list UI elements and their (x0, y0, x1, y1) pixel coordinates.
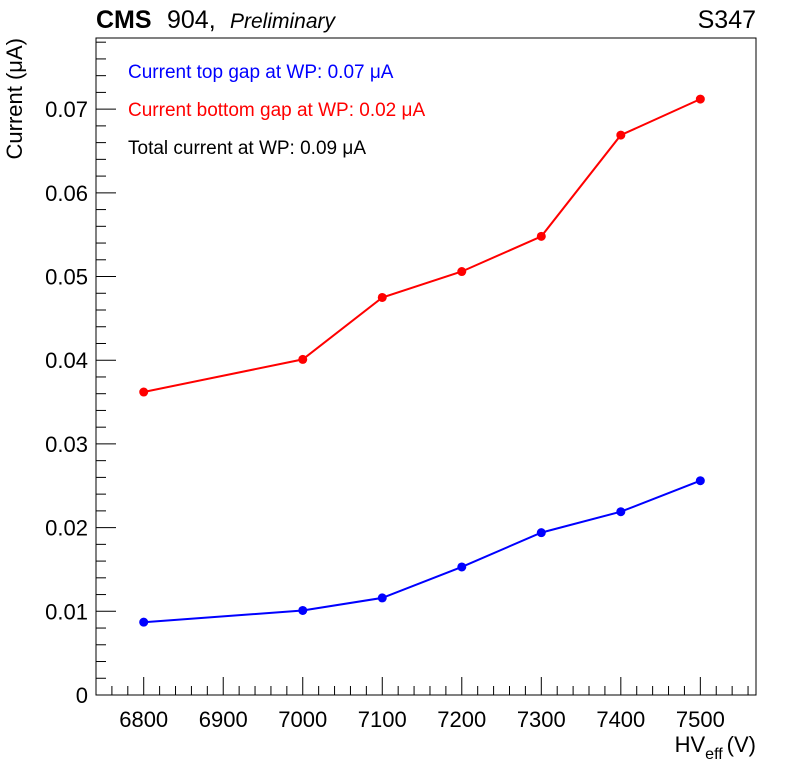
data-point-top (298, 605, 308, 615)
data-point-bottom (457, 267, 467, 277)
x-tick-label: 7500 (676, 707, 725, 732)
data-point-top (457, 562, 467, 572)
series-line-top (143, 479, 701, 624)
x-tick-label: 6900 (199, 707, 248, 732)
y-tick-label: 0.04 (45, 348, 88, 373)
data-point-bottom (695, 94, 705, 104)
y-tick-label: 0.07 (45, 97, 88, 122)
plot-frame (95, 37, 757, 696)
data-point-bottom (377, 292, 387, 302)
x-tick-label: 7200 (437, 707, 486, 732)
legend-entry: Current bottom gap at WP: 0.02 μA (128, 100, 425, 121)
header-site: 904, (167, 6, 216, 34)
legend: Current top gap at WP: 0.07 μA Current bo… (128, 62, 425, 159)
x-tick-label: 7100 (358, 707, 407, 732)
x-tick-label: 7000 (278, 707, 327, 732)
y-tick-label: 0.02 (45, 516, 88, 541)
header: CMS 904, Preliminary S347 (96, 6, 756, 34)
x-axis-title-sub: eff (705, 746, 723, 763)
data-point-top (139, 617, 149, 627)
y-axis-title: Current (μA) (2, 38, 27, 159)
x-axis-title-main: HV (675, 732, 706, 757)
y-tick-label: 0 (76, 683, 88, 708)
data-point-bottom (298, 354, 308, 364)
x-axis-title: HVeff (V) (675, 732, 756, 763)
data-point-bottom (616, 130, 626, 140)
header-chamber: S347 (698, 6, 756, 34)
x-axis-title-unit: (V) (727, 732, 756, 757)
legend-entry: Total current at WP: 0.09 μA (128, 138, 366, 159)
header-experiment: CMS (96, 6, 152, 34)
y-tick-label: 0.01 (45, 599, 88, 624)
y-tick-label: 0.05 (45, 265, 88, 290)
axes: 6800 6900 7000 7100 7200 7300 7400 7500 0 0.01 0.0… (45, 41, 749, 732)
y-tick-label: 0.06 (45, 181, 88, 206)
data-point-bottom (139, 387, 149, 397)
data-point-top (616, 507, 626, 517)
data-point-top (377, 593, 387, 603)
header-status: Preliminary (230, 10, 337, 33)
data-point-top (695, 476, 705, 486)
x-tick-label: 7300 (517, 707, 566, 732)
series-layer (139, 94, 705, 627)
y-tick-label: 0.03 (45, 432, 88, 457)
legend-entry: Current top gap at WP: 0.07 μA (128, 62, 394, 83)
data-point-bottom (536, 231, 546, 241)
x-tick-label: 6800 (119, 707, 168, 732)
x-tick-label: 7400 (596, 707, 645, 732)
data-point-top (536, 528, 546, 538)
